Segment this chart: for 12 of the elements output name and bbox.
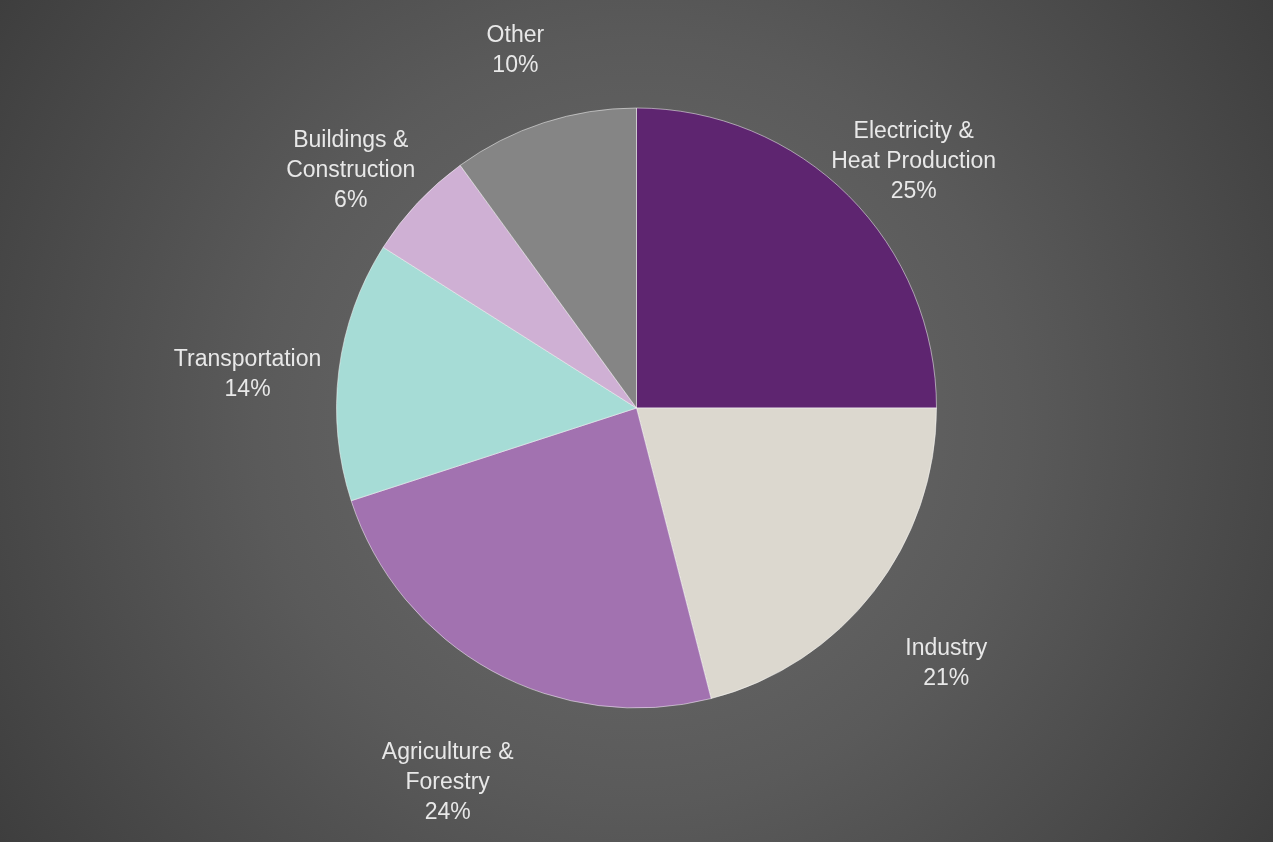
slice-label: Industry (905, 634, 988, 661)
slice-label: Other (486, 21, 545, 48)
slice-label: Buildings & Construction (286, 125, 416, 182)
data-label: 24% (424, 797, 471, 824)
data-label: 6% (334, 185, 368, 212)
slice-label: Electricity & Heat Production (831, 116, 997, 173)
slice-label: Transportation (173, 344, 322, 371)
slice-label: Agriculture & Forestry (381, 737, 514, 794)
data-label: 14% (224, 374, 271, 401)
data-label: 10% (492, 51, 539, 78)
data-label: 21% (923, 664, 970, 691)
data-label: 25% (890, 176, 937, 203)
